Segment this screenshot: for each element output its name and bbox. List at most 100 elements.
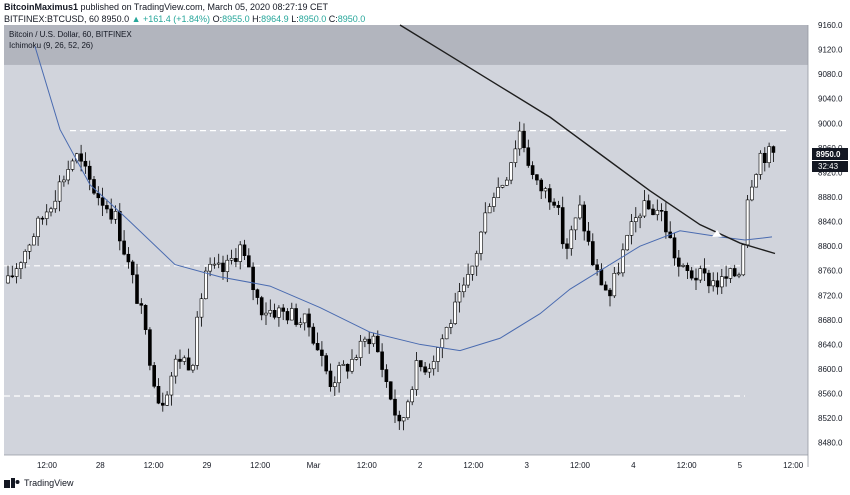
candle-body (578, 204, 582, 219)
candle (298, 317, 303, 328)
candle-body (711, 280, 716, 287)
x-tick-label: 12:00 (144, 461, 165, 470)
candle-body (182, 357, 187, 362)
x-tick-label: 12:00 (250, 461, 271, 470)
candle-body (676, 257, 681, 267)
candle-body (255, 289, 260, 298)
candle-body (608, 289, 612, 297)
candle-body (10, 275, 15, 278)
candle (126, 247, 131, 269)
candle (492, 192, 496, 212)
candle-body (161, 402, 165, 406)
candle (79, 144, 83, 172)
candle (750, 180, 754, 202)
candle-body (449, 323, 453, 328)
candle (547, 184, 552, 210)
candle (664, 202, 668, 239)
candle-body (431, 361, 436, 370)
high-value: 8964.9 (261, 14, 289, 24)
candle-body (105, 205, 109, 210)
candle (535, 174, 539, 185)
footer-brand[interactable]: TradingView (4, 478, 74, 488)
high-label: H: (252, 14, 262, 24)
candle (31, 233, 36, 246)
candle-body (148, 329, 152, 366)
candle (234, 248, 238, 268)
close-value: 8950.0 (337, 14, 366, 24)
y-tick-label: 9160.0 (818, 21, 843, 30)
candle (289, 302, 294, 321)
candle (311, 323, 316, 346)
candle-body (234, 258, 238, 262)
candle (470, 265, 475, 281)
candle-body (221, 262, 225, 272)
candle (62, 175, 66, 187)
candle (552, 198, 556, 208)
shaded-band (4, 25, 808, 65)
candle (526, 139, 531, 168)
candle-body (504, 179, 509, 186)
candle (642, 189, 647, 219)
candle (569, 225, 574, 256)
candle (178, 349, 182, 369)
candle-body (496, 187, 501, 198)
candle-body (156, 386, 161, 404)
candle (337, 361, 341, 393)
candle-body (732, 268, 737, 277)
candle-body (173, 358, 178, 377)
candle-body (294, 308, 298, 325)
candle-body (23, 251, 28, 264)
candle (479, 231, 483, 261)
candle-body (126, 253, 131, 263)
candles (6, 121, 776, 431)
candle-body (70, 160, 75, 170)
last-price-tag-text: 8950.0 (816, 150, 841, 159)
candle-body (14, 268, 19, 277)
candle-body (672, 237, 677, 259)
candle-body (689, 270, 694, 279)
candle-body (444, 327, 449, 340)
candle-body (573, 217, 578, 231)
symbol-label: BITFINEX:BTCUSD, 60 (4, 14, 100, 24)
candle-body (363, 338, 367, 342)
candle (182, 355, 187, 365)
candle-body (53, 200, 58, 210)
candle-body (685, 265, 690, 272)
candle-body (702, 268, 707, 274)
candle (556, 200, 561, 215)
candle (612, 266, 617, 299)
candle (461, 277, 466, 298)
candle (496, 177, 501, 199)
candle (423, 362, 427, 375)
candle (135, 263, 139, 304)
candle (711, 272, 716, 292)
candle-body (707, 272, 711, 287)
candle-body (737, 274, 741, 277)
candle-body (762, 152, 767, 163)
candle-body (178, 358, 182, 362)
candle-body (367, 338, 372, 345)
candle-body (586, 230, 591, 242)
candle-body (633, 217, 638, 222)
candle-body (629, 221, 634, 236)
y-tick-label: 8600.0 (818, 365, 843, 374)
candle-body (621, 249, 625, 274)
chart-title: Bitcoin / U.S. Dollar, 60, BITFINEX (9, 30, 132, 39)
candle-body (277, 307, 281, 318)
candle-body (552, 201, 556, 206)
candle-body (479, 231, 483, 254)
candle (672, 232, 677, 266)
candle (204, 267, 208, 300)
candle-body (418, 360, 423, 368)
candle (655, 199, 660, 221)
candle-body (130, 261, 135, 276)
y-tick-label: 9120.0 (818, 46, 843, 55)
x-tick-label: 12:00 (37, 461, 58, 470)
candle-body (767, 146, 771, 163)
candle-body (638, 215, 642, 218)
candle (715, 272, 720, 295)
candle-body (543, 188, 548, 192)
candle-body (453, 301, 458, 324)
candle-body (354, 357, 359, 360)
